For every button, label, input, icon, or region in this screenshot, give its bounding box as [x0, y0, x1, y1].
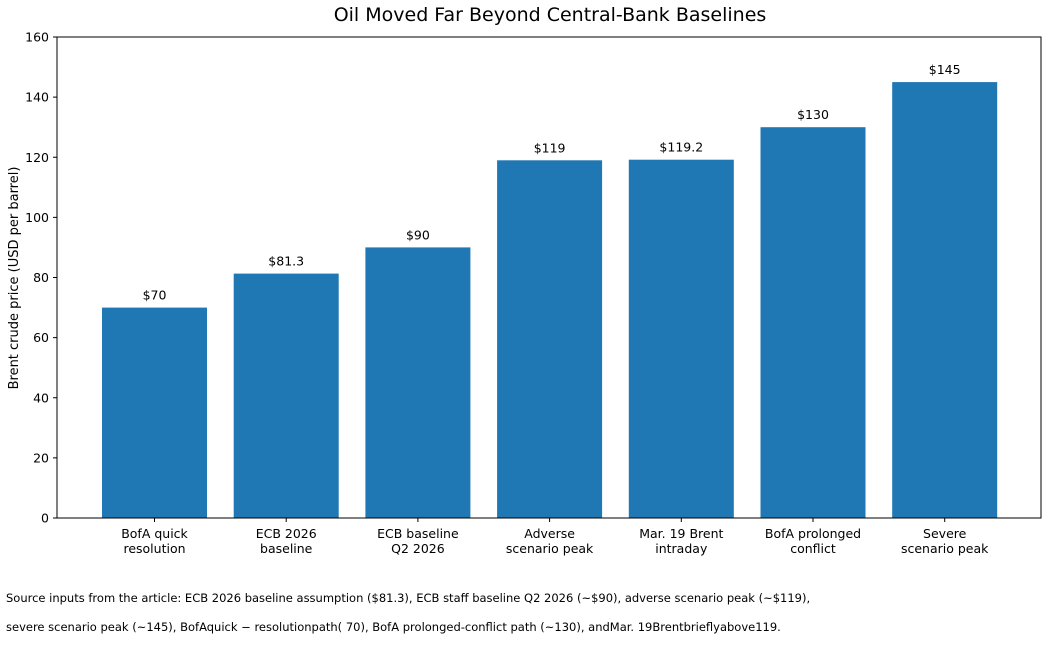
x-tick-label-5: BofA prolonged conflict [765, 526, 861, 556]
footnote-line-2: severe scenario peak (~145), BofAquick −… [6, 619, 781, 634]
data-label-1: $81.3 [268, 254, 304, 269]
footnote-line-1: Source inputs from the article: ECB 2026… [6, 590, 811, 605]
y-tick-label-6: 120 [25, 150, 49, 165]
y-tick-label-7: 140 [25, 90, 49, 105]
x-tick-label-0: BofA quick resolution [121, 526, 188, 556]
x-tick-label-2: ECB baseline Q2 2026 [377, 526, 459, 556]
x-axis: BofA quick resolution ECB 2026 baseline ECB … [121, 518, 989, 556]
data-label-0: $70 [143, 288, 167, 303]
x-tick-label-1: ECB 2026 baseline [256, 526, 317, 556]
bar-5 [760, 127, 866, 518]
bar-1 [233, 273, 339, 518]
y-tick-label-2: 40 [33, 390, 49, 405]
bar-0 [102, 307, 207, 518]
bar-6 [892, 82, 998, 518]
source-footnote: Source inputs from the article: ECB 2026… [6, 576, 1042, 649]
x-tick-label-6: Severe scenario peak [901, 526, 989, 556]
y-tick-label-0: 0 [41, 511, 49, 526]
y-tick-label-4: 80 [33, 270, 49, 285]
plot-frame [56, 36, 1042, 519]
y-tick-label-3: 60 [33, 330, 49, 345]
bar-2 [365, 247, 471, 518]
data-label-6: $145 [929, 62, 961, 77]
bar-3 [497, 160, 603, 519]
data-label-2: $90 [406, 227, 430, 242]
data-label-5: $130 [797, 107, 829, 122]
y-tick-label-1: 20 [33, 450, 49, 465]
y-tick-label-8: 160 [25, 30, 49, 45]
y-axis: 0 20 40 60 80 100 120 140 160 [25, 30, 57, 526]
x-tick-label-3: Adverse scenario peak [506, 526, 594, 556]
data-label-4: $119.2 [659, 140, 703, 155]
data-label-3: $119 [534, 140, 566, 155]
x-tick-label-4: Mar. 19 Brent intraday [639, 526, 723, 556]
y-axis-label: Brent crude price (USD per barrel) [7, 167, 22, 390]
chart-title: Oil Moved Far Beyond Central-Bank Baseli… [334, 4, 767, 26]
bars-group: $70 $81.3 $90 $119 $119.2 $130 $145 [102, 62, 998, 519]
bar-chart: Oil Moved Far Beyond Central-Bank Baseli… [7, 4, 1042, 556]
bar-4 [628, 159, 734, 518]
y-tick-label-5: 100 [25, 210, 49, 225]
